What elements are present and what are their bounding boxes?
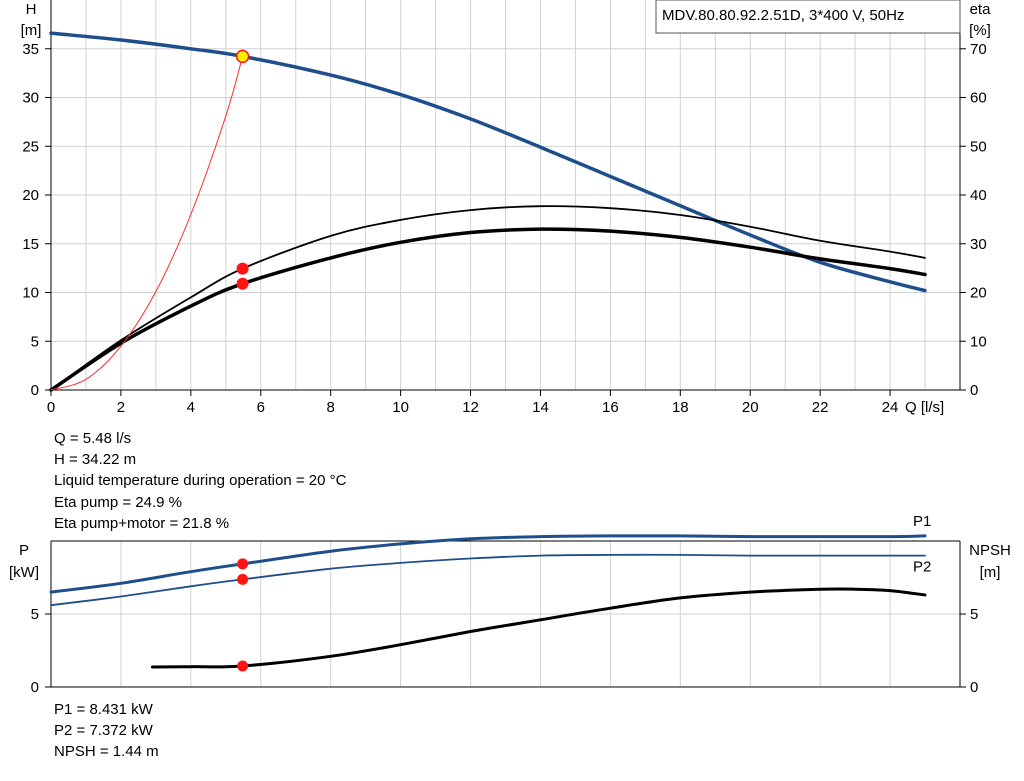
right-tick-label: 40 [970,187,987,204]
right-axis-unit: [m] [980,564,1001,581]
chart-title-box [655,0,961,34]
x-tick-label: 20 [742,399,759,416]
series-line-2 [49,227,927,392]
left-tick-label: 15 [22,236,39,253]
series-label-p2: P2 [913,559,931,576]
power-duty-point-marker-2 [237,660,249,672]
left-tick-label: 35 [22,41,39,58]
x-tick-label: 2 [117,399,125,416]
eta-pump-motor-readout: Eta pump+motor = 21.8 % [54,514,230,532]
series-line-3 [50,55,244,391]
duty-point-marker-1 [236,262,249,275]
p2-readout: P2 = 7.372 kW [54,722,153,740]
series-line-1 [50,205,926,391]
power-series-line-2 [150,587,927,669]
left-tick-label: 10 [22,285,39,302]
x-tick-label: 10 [392,399,409,416]
right-tick-label: 20 [970,285,987,302]
p1-readout: P1 = 8.431 kW [54,701,153,718]
power-info: P1 = 8.431 kW P2 = 7.372 kW NPSH = 1.44 … [54,699,159,763]
left-tick-label: 25 [22,138,39,155]
right-tick-label: 10 [970,333,987,350]
left-axis-title: H [26,1,37,18]
x-tick-label: 6 [257,399,265,416]
duty-point-info: Q = 5.48 l/s H = 34.22 m Liquid temperat… [54,428,346,534]
x-tick-label: 18 [672,399,689,416]
series-label-p1: P1 [913,513,931,530]
right-tick-label: 60 [970,90,987,107]
right-axis-unit: [%] [969,22,991,39]
left-tick-label: 30 [22,90,39,107]
left-axis-unit: [kW] [9,564,39,581]
right-tick-label: 5 [970,606,978,623]
flow-readout: Q = 5.48 l/s [54,430,132,447]
left-tick-label: 5 [31,606,39,623]
series-line-0 [49,31,927,293]
npsh-readout: NPSH = 1.44 m [54,743,159,761]
right-tick-label: 30 [970,236,987,253]
right-tick-label: 0 [970,679,978,696]
power-duty-point-marker-0 [237,558,249,570]
x-tick-label: 16 [602,399,619,416]
left-tick-label: 0 [31,382,39,399]
x-tick-label: 0 [47,399,55,416]
power-series-line-0 [49,534,927,594]
liquid-temperature-readout: Liquid temperature during operation = 20… [54,472,347,490]
left-tick-label: 5 [31,333,39,350]
right-axis-title: NPSH [969,542,1011,559]
eta-pump-readout: Eta pump = 24.9 % [54,493,182,511]
right-tick-label: 70 [970,41,987,58]
power-series-line-1 [50,553,926,607]
right-tick-label: 50 [970,138,987,155]
left-tick-label: 0 [31,679,39,696]
x-tick-label: 12 [462,399,479,416]
duty-point-marker-0 [235,49,250,64]
x-axis-title: Q [l/s] [905,399,944,416]
duty-point-marker-2 [236,277,249,290]
left-axis-title: P [19,542,29,559]
x-tick-label: 24 [882,399,899,416]
chart-title: MDV.80.80.92.2.51D, 3*400 V, 50Hz [662,7,904,24]
left-tick-label: 20 [22,187,39,204]
left-axis-unit: [m] [21,22,42,39]
power-duty-point-marker-1 [237,573,249,585]
x-tick-label: 14 [532,399,549,416]
head-readout: H = 34.22 m [54,451,137,469]
right-tick-label: 0 [970,382,978,399]
x-tick-label: 4 [187,399,195,416]
right-axis-title: eta [970,1,992,18]
x-tick-label: 8 [327,399,335,416]
x-tick-label: 22 [812,399,829,416]
